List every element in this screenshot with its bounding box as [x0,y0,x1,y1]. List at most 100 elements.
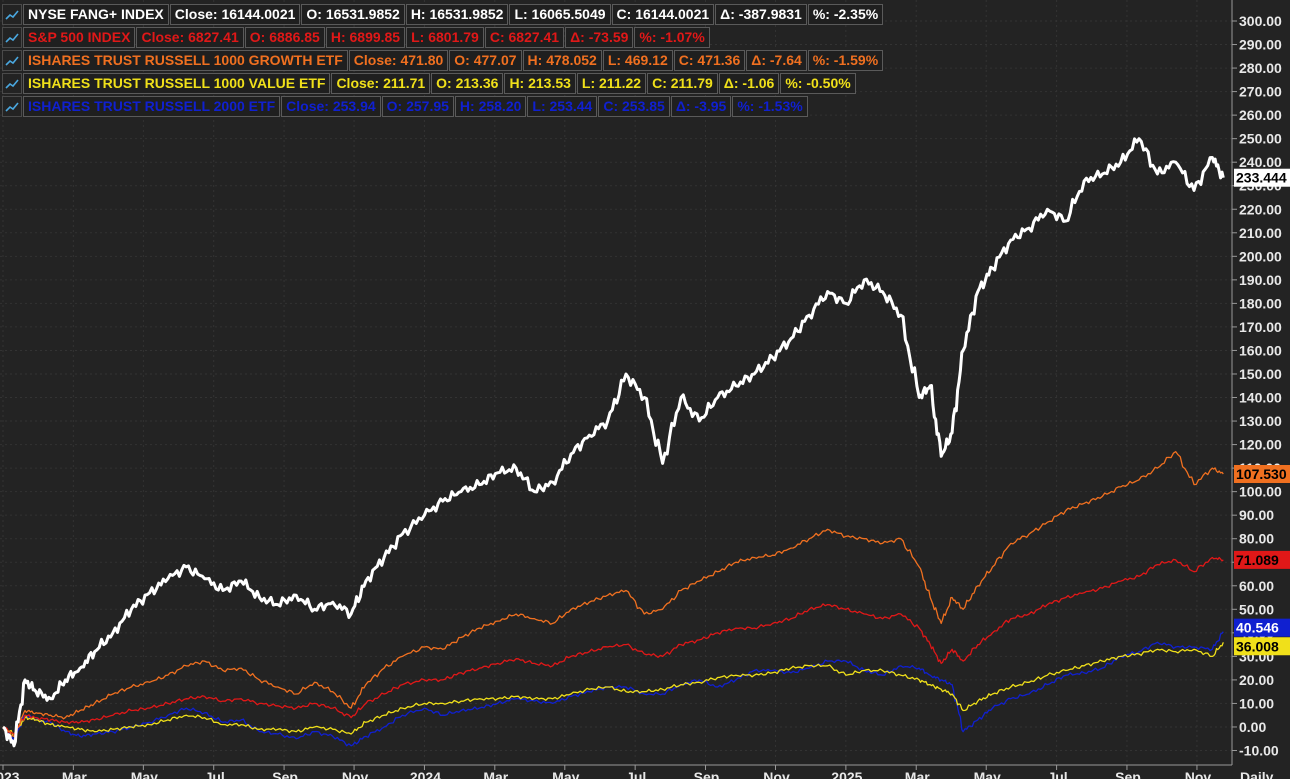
legend-delta: Δ: -387.9831 [715,4,807,25]
legend-c: C: 6827.41 [484,27,565,48]
y-tick-label: 270.00 [1239,84,1282,100]
legend-row[interactable]: ISHARES TRUST RUSSELL 1000 GROWTH ETF Clo… [2,50,884,71]
series-lines [2,137,1225,748]
x-tick-label: Sep [1115,769,1141,779]
line-chart-icon[interactable] [2,73,22,94]
y-tick-label: 280.00 [1239,60,1282,76]
legend-low: L: 253.44 [527,96,598,117]
legend-row[interactable]: S&P 500 INDEX Close: 6827.41 O: 6886.85 H: … [2,27,884,48]
x-tick-label: May [974,769,1001,779]
line-chart-icon[interactable] [2,4,22,25]
x-tick-label: Sep [272,769,298,779]
legend-name: ISHARES TRUST RUSSELL 1000 GROWTH ETF [23,50,348,71]
line-chart-icon[interactable] [2,50,22,71]
legend-close: Close: 253.94 [281,96,381,117]
legend-high: H: 478.052 [522,50,602,71]
last-value-text: 233.444 [1236,170,1287,186]
y-tick-label: 220.00 [1239,201,1282,217]
legend-delta: Δ: -3.95 [670,96,732,117]
y-tick-label: 50.00 [1239,601,1274,617]
y-tick-label: 240.00 [1239,154,1282,170]
x-tick-label: 2025 [831,769,862,779]
legend-low: L: 6801.79 [406,27,484,48]
x-tick-label: Mar [62,769,87,779]
legend-close: Close: 211.71 [331,73,431,94]
y-tick-label: 100.00 [1239,484,1282,500]
last-value-text: 107.530 [1236,466,1287,482]
y-tick-label: 150.00 [1239,366,1282,382]
legend-high: H: 258.20 [454,96,527,117]
legend-c: C: 253.85 [598,96,670,117]
y-tick-label: 210.00 [1239,225,1282,241]
x-tick-label: 2023 [0,769,20,779]
legend-open: O: 6886.85 [244,27,325,48]
x-axis: 2023 Mar May Jul Sep Nov 2024 Mar May Jul Sep Nov 20… [0,764,1274,779]
y-tick-label: 20.00 [1239,672,1274,688]
y-tick-label: 120.00 [1239,437,1282,453]
y-tick-label: 0.00 [1239,719,1266,735]
x-tick-label: Jul [1047,769,1067,779]
legend: NYSE FANG+ INDEX Close: 16144.0021 O: 1653… [2,4,884,119]
legend-close: Close: 471.80 [348,50,449,71]
legend-name: ISHARES TRUST RUSSELL 1000 VALUE ETF [23,73,331,94]
legend-open: O: 257.95 [381,96,454,117]
y-tick-label: -10.00 [1239,743,1279,759]
x-tick-label: May [552,769,579,779]
y-tick-label: 130.00 [1239,413,1282,429]
legend-pct: %: -1.59% [807,50,884,71]
legend-open: O: 477.07 [449,50,522,71]
y-tick-label: 10.00 [1239,695,1274,711]
y-tick-label: 90.00 [1239,507,1274,523]
y-tick-label: 180.00 [1239,295,1282,311]
legend-open: O: 16531.9852 [301,4,405,25]
x-tick-label: Mar [483,769,508,779]
y-tick-label: 140.00 [1239,390,1282,406]
y-tick-label: 80.00 [1239,531,1274,547]
x-tick-label: Nov [342,769,369,779]
period-label: Daily [1240,769,1274,779]
last-value-badge [1234,464,1290,483]
legend-high: H: 16531.9852 [405,4,509,25]
y-tick-label: 250.00 [1239,131,1282,147]
x-tick-label: Jul [626,769,646,779]
legend-row[interactable]: NYSE FANG+ INDEX Close: 16144.0021 O: 1653… [2,4,884,25]
last-value-text: 40.546 [1236,620,1279,636]
legend-c: C: 471.36 [673,50,746,71]
last-value-text: 71.089 [1236,552,1279,568]
y-tick-label: 60.00 [1239,578,1274,594]
x-tick-label: May [131,769,158,779]
legend-high: H: 213.53 [504,73,576,94]
legend-row[interactable]: ISHARES TRUST RUSSELL 2000 ETF Close: 253… [2,96,884,117]
last-value-badge [1234,550,1290,569]
legend-delta: Δ: -7.64 [746,50,807,71]
legend-open: O: 213.36 [431,73,504,94]
legend-pct: %: -2.35% [807,4,884,25]
series-line-0 [2,631,1224,747]
y-tick-label: 290.00 [1239,37,1282,53]
y-tick-label: 260.00 [1239,107,1282,123]
legend-pct: %: -1.07% [634,27,710,48]
y-tick-label: 300.00 [1239,13,1282,29]
line-chart-icon[interactable] [2,27,22,48]
legend-row[interactable]: ISHARES TRUST RUSSELL 1000 VALUE ETF Clos… [2,73,884,94]
legend-pct: %: -1.53% [732,96,808,117]
last-value-badge [1234,618,1290,637]
y-tick-label: 160.00 [1239,342,1282,358]
line-chart-icon[interactable] [2,96,22,117]
legend-c: C: 211.79 [647,73,718,94]
legend-name: ISHARES TRUST RUSSELL 2000 ETF [23,96,281,117]
grid-lines [0,0,1232,765]
y-tick-label: 190.00 [1239,272,1282,288]
last-value-badge [1234,168,1290,187]
legend-close: Close: 6827.41 [136,27,244,48]
y-axis: 300.00 290.00 280.00 270.00 260.00 250.00 240.… [1231,0,1282,765]
legend-name: S&P 500 INDEX [23,27,136,48]
last-value-text: 36.008 [1236,638,1279,654]
x-tick-label: Mar [905,769,930,779]
x-tick-label: Jul [205,769,225,779]
last-value-badges: 233.444 107.530 71.089 40.546 36.008 [1234,168,1290,656]
series-line-3 [2,450,1224,738]
legend-delta: Δ: -73.59 [565,27,634,48]
legend-high: H: 6899.85 [325,27,406,48]
